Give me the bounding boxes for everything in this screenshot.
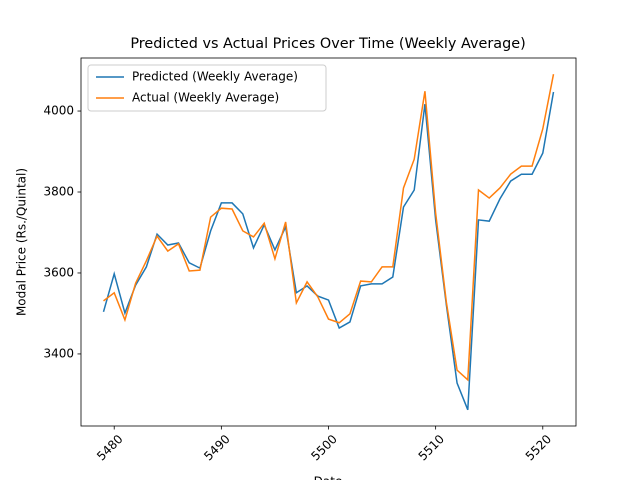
y-tick-label: 3400 (43, 346, 74, 360)
chart-title: Predicted vs Actual Prices Over Time (We… (130, 36, 525, 52)
legend-label: Actual (Weekly Average) (132, 91, 279, 105)
x-tick-label: 5500 (308, 432, 339, 463)
y-axis-label: Modal Price (Rs./Quintal) (15, 168, 29, 316)
x-tick-label: 5510 (416, 432, 447, 463)
y-tick-label: 3800 (43, 185, 74, 199)
x-tick-label: 5480 (94, 432, 125, 463)
legend-label: Predicted (Weekly Average) (132, 70, 298, 84)
x-tick-label: 5520 (523, 432, 554, 463)
legend-box (87, 64, 327, 112)
series-line (102, 91, 555, 411)
y-tick-label: 4000 (43, 104, 74, 118)
x-tick-label: 5490 (201, 432, 232, 463)
y-tick-label: 3600 (43, 265, 74, 279)
x-axis-label: Date (314, 475, 343, 480)
series-line (103, 74, 555, 382)
